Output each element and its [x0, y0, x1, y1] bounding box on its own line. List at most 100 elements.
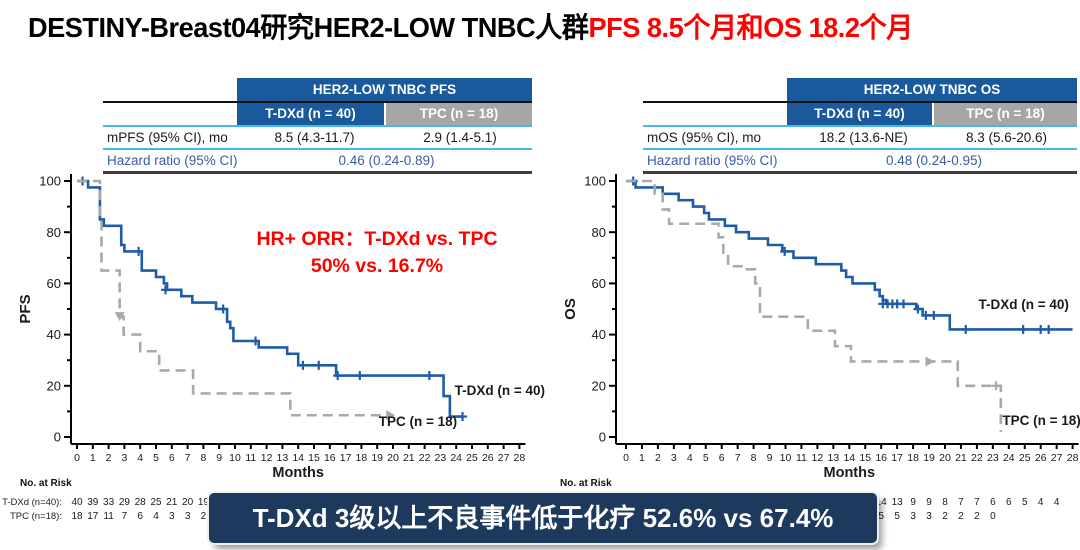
tpc-pfs-curve: [77, 179, 387, 417]
os-risk-value: 2: [958, 511, 964, 522]
os-hr-label: Hazard ratio (95% CI): [647, 153, 778, 168]
divider: [103, 171, 532, 174]
svg-text:80: 80: [592, 225, 606, 240]
os-risk-value: 14: [876, 497, 888, 508]
pfs-yaxis-label: PFS: [17, 294, 34, 323]
svg-text:0: 0: [599, 430, 606, 445]
svg-text:26: 26: [482, 452, 494, 464]
divider: [643, 101, 1077, 103]
svg-text:14: 14: [292, 452, 304, 464]
svg-text:80: 80: [47, 225, 61, 240]
os-risk-value: 2: [974, 511, 980, 522]
os-risk-value: 13: [892, 497, 904, 508]
svg-text:17: 17: [340, 452, 352, 464]
svg-text:20: 20: [387, 452, 399, 464]
pfs-risk-value: 7: [122, 511, 128, 522]
pfs-risk-value: 21: [166, 497, 178, 508]
svg-text:22: 22: [971, 452, 983, 464]
svg-text:0: 0: [74, 452, 80, 464]
os-col-tpc: TPC (n = 18): [934, 103, 1077, 125]
svg-text:5: 5: [153, 452, 159, 464]
pfs-risk-value: 40: [71, 497, 83, 508]
tpc-pfs-arrow-right: [386, 410, 396, 421]
os-table-header: HER2-LOW TNBC OS: [787, 78, 1077, 101]
os-risk-value: 0: [990, 511, 996, 522]
svg-text:12: 12: [261, 452, 273, 464]
pfs-table-header: HER2-LOW TNBC PFS: [237, 78, 532, 101]
mpfs-tdxd-value: 8.5 (4.3-11.7): [274, 130, 355, 145]
pfs-risk-value: 17: [87, 511, 99, 522]
svg-text:100: 100: [584, 174, 606, 189]
os-col-tdxd: T-DXd (n = 40): [787, 103, 932, 125]
svg-text:1: 1: [90, 452, 96, 464]
svg-text:4: 4: [687, 452, 693, 464]
pfs-risk-value: 39: [87, 497, 99, 508]
os-risk-value: 5: [1022, 497, 1028, 508]
svg-text:12: 12: [812, 452, 824, 464]
pfs-risk-value: 6: [137, 511, 143, 522]
svg-text:6: 6: [169, 452, 175, 464]
pfs-xaxis-label: Months: [272, 465, 324, 481]
os-risk-value: 5: [878, 511, 884, 522]
pfs-hr-value: 0.46 (0.24-0.89): [338, 153, 435, 168]
mos-label: mOS (95% CI), mo: [647, 130, 762, 145]
svg-text:8: 8: [751, 452, 757, 464]
svg-text:16: 16: [324, 452, 336, 464]
divider: [103, 101, 532, 103]
svg-text:23: 23: [435, 452, 447, 464]
mos-tpc-value: 8.3 (5.6-20.6): [965, 130, 1048, 145]
svg-text:13: 13: [828, 452, 840, 464]
svg-text:11: 11: [796, 452, 807, 464]
pfs-risk-title: No. at Risk: [20, 478, 72, 489]
os-risk-value: 4: [1038, 497, 1044, 508]
os-risk-value: 4: [1054, 497, 1060, 508]
svg-text:3: 3: [671, 452, 677, 464]
tpc-os-curve-label: TPC (n = 18): [1002, 413, 1080, 428]
os-risk-value: 5: [894, 511, 900, 522]
svg-text:9: 9: [216, 452, 222, 464]
os-risk-value: 9: [926, 497, 932, 508]
svg-text:27: 27: [498, 452, 510, 464]
svg-text:18: 18: [907, 452, 919, 464]
os-risk-value: 7: [958, 497, 964, 508]
pfs-risk-value: 11: [103, 511, 114, 522]
svg-text:0: 0: [54, 430, 61, 445]
pfs-risk-value: 19: [198, 497, 210, 508]
svg-text:2: 2: [655, 452, 661, 464]
svg-text:26: 26: [1035, 452, 1047, 464]
svg-text:40: 40: [592, 327, 606, 342]
svg-text:7: 7: [185, 452, 191, 464]
svg-text:3: 3: [121, 452, 127, 464]
svg-text:15: 15: [859, 452, 871, 464]
divider: [103, 125, 532, 127]
svg-text:13: 13: [277, 452, 289, 464]
svg-text:23: 23: [987, 452, 999, 464]
svg-text:8: 8: [200, 452, 206, 464]
tpc-pfs-curve-label: TPC (n = 18): [379, 414, 457, 429]
pfs-risk-value: 20: [182, 497, 194, 508]
svg-text:1: 1: [639, 452, 645, 464]
title-red: PFS 8.5个月和OS 18.2个月: [588, 12, 913, 43]
divider: [643, 125, 1077, 127]
svg-text:19: 19: [371, 452, 383, 464]
pfs-risk-value: 4: [153, 511, 159, 522]
tdxd-pfs-curve: [77, 179, 463, 418]
mpfs-tpc-value: 2.9 (1.4-5.1): [423, 130, 497, 145]
pfs-risk-value: 18: [71, 511, 83, 522]
svg-text:25: 25: [466, 452, 478, 464]
svg-text:20: 20: [47, 378, 61, 393]
svg-text:60: 60: [592, 276, 606, 291]
svg-text:17: 17: [891, 452, 903, 464]
os-yaxis-label: OS: [562, 298, 579, 320]
svg-text:7: 7: [735, 452, 741, 464]
svg-text:2: 2: [106, 452, 112, 464]
svg-text:4: 4: [137, 452, 143, 464]
svg-text:100: 100: [39, 174, 61, 189]
os-hr-value: 0.48 (0.24-0.95): [885, 153, 983, 168]
tdxd-os-curve: [626, 179, 1073, 331]
pfs-risk-value: 28: [135, 497, 147, 508]
